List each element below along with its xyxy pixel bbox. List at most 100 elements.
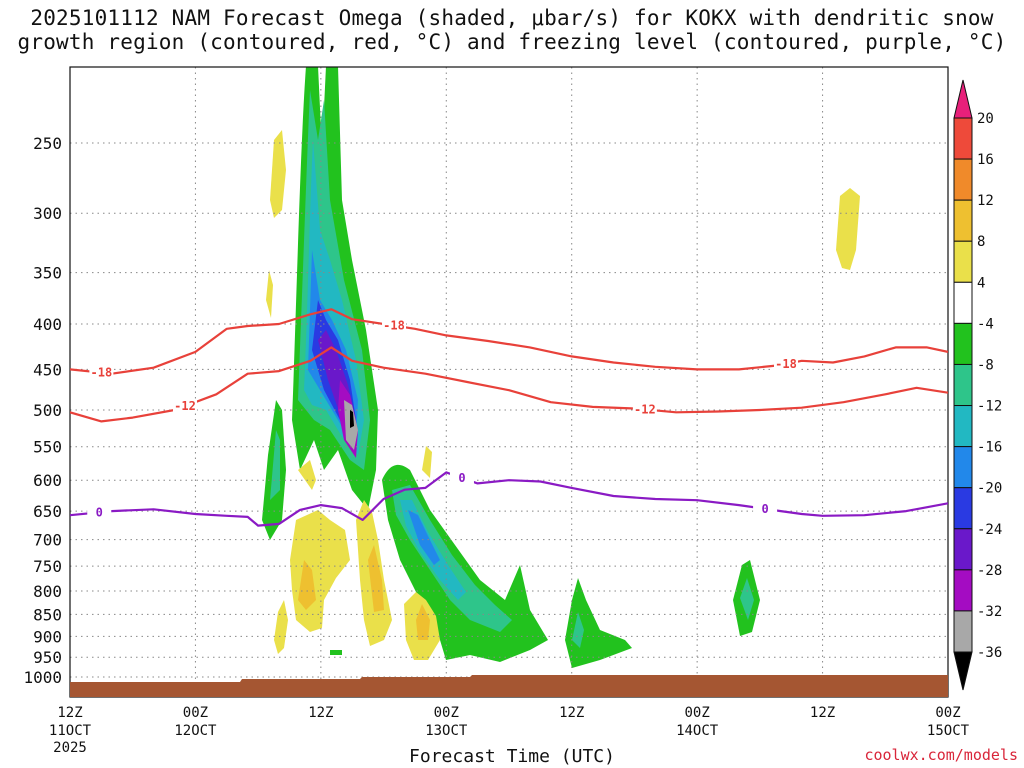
colorbar-label: 4 bbox=[977, 275, 985, 291]
contour-label-bg bbox=[87, 505, 112, 519]
x-tick-label-date: 15OCT bbox=[927, 723, 970, 739]
colorbar-label: -36 bbox=[977, 645, 1002, 661]
x-tick-label-time: 12Z bbox=[559, 705, 584, 721]
contour-label-bg bbox=[172, 399, 197, 413]
y-tick-label: 250 bbox=[33, 134, 62, 153]
y-tick-label: 800 bbox=[33, 582, 62, 601]
omega-positive-e bbox=[290, 510, 350, 632]
omega-region-cell-b-inner bbox=[740, 578, 754, 620]
colorbar-box bbox=[953, 117, 973, 160]
y-tick-label: 450 bbox=[33, 360, 62, 379]
contour-label--12: -12 bbox=[634, 402, 656, 416]
colorbar-label: -4 bbox=[977, 316, 994, 332]
omega-positive-d bbox=[298, 460, 316, 490]
y-tick-label: 650 bbox=[33, 502, 62, 521]
contour-label-bg bbox=[773, 357, 798, 371]
omega-region-cell-a-inner bbox=[572, 612, 584, 648]
colorbar-box bbox=[953, 405, 973, 448]
colorbar-box bbox=[953, 610, 973, 653]
omega-positive-f-inner bbox=[368, 545, 384, 612]
site-credit: coolwx.com/models bbox=[864, 746, 1018, 764]
contour-label-bg bbox=[382, 318, 407, 332]
y-tick-label: 300 bbox=[33, 204, 62, 223]
contour-label--18: -18 bbox=[91, 366, 113, 380]
omega-region-minus36 bbox=[350, 410, 354, 428]
colorbar-label: 8 bbox=[977, 234, 985, 250]
omega-region-cell-c bbox=[330, 650, 342, 655]
ground-terrain bbox=[70, 675, 948, 697]
x-tick-label-time: 00Z bbox=[183, 705, 208, 721]
contour-line--12 bbox=[70, 346, 948, 423]
y-tick-label: 350 bbox=[33, 264, 62, 283]
colorbar-label: -12 bbox=[977, 399, 1002, 415]
colorbar-box bbox=[953, 528, 973, 571]
y-tick-label: 1000 bbox=[23, 668, 62, 687]
colorbar-box bbox=[953, 446, 973, 489]
contour-label-bg bbox=[449, 470, 474, 484]
colorbar-box bbox=[953, 363, 973, 407]
colorbar-box bbox=[953, 322, 973, 365]
x-tick-label-time: 12Z bbox=[308, 705, 333, 721]
y-tick-label: 850 bbox=[33, 605, 62, 624]
x-tick-label-date: 13OCT bbox=[425, 723, 468, 739]
y-tick-label: 550 bbox=[33, 438, 62, 457]
y-tick-label: 900 bbox=[33, 627, 62, 646]
y-tick-label: 600 bbox=[33, 471, 62, 490]
contour-label-0: 0 bbox=[96, 505, 103, 519]
x-tick-label-time: 12Z bbox=[810, 705, 835, 721]
colorbar-label: -24 bbox=[977, 522, 1002, 538]
x-tick-label-year: 2025 bbox=[53, 740, 87, 756]
colorbar-label: -8 bbox=[977, 357, 994, 373]
contour-label-bg bbox=[632, 402, 657, 416]
omega-region-diagonal-core2 bbox=[408, 510, 440, 565]
omega-region-left-strip-inner bbox=[270, 430, 280, 500]
colorbar-label: -32 bbox=[977, 604, 1002, 620]
omega-positive-h bbox=[274, 600, 288, 654]
omega-positive-c bbox=[836, 188, 860, 270]
colorbar-bottom-arrow bbox=[953, 651, 973, 691]
y-tick-label: 950 bbox=[33, 648, 62, 667]
omega-positive-i bbox=[422, 446, 432, 478]
y-tick-label: 400 bbox=[33, 315, 62, 334]
colorbar-box bbox=[953, 487, 973, 530]
contour-label-bg bbox=[89, 365, 114, 379]
chart-title-line-2: growth region (contoured, red, °C) and f… bbox=[17, 30, 1007, 54]
x-tick-label-time: 00Z bbox=[434, 705, 459, 721]
colorbar-label: -16 bbox=[977, 440, 1002, 456]
x-tick-label-date: 11OCT bbox=[49, 723, 92, 739]
omega-positive-a bbox=[270, 130, 286, 218]
x-tick-label-date: 14OCT bbox=[676, 723, 719, 739]
colorbar-box bbox=[953, 158, 973, 201]
colorbar-label: -20 bbox=[977, 481, 1002, 497]
y-tick-label: 500 bbox=[33, 401, 62, 420]
contour-label--12: -12 bbox=[174, 399, 196, 413]
contour-label--18: -18 bbox=[775, 357, 797, 371]
colorbar-box bbox=[953, 569, 973, 612]
x-tick-label-time: 12Z bbox=[57, 705, 82, 721]
omega-positive-e-inner bbox=[298, 560, 316, 610]
omega-positive-b bbox=[266, 270, 273, 318]
x-tick-label-time: 00Z bbox=[684, 705, 709, 721]
contour-label-bg bbox=[753, 501, 778, 515]
colorbar-box bbox=[953, 199, 973, 242]
contour-line-0 bbox=[70, 471, 948, 527]
x-tick-label-time: 00Z bbox=[935, 705, 960, 721]
contour-label--18: -18 bbox=[383, 319, 405, 333]
chart-title-line-1: 2025101112 NAM Forecast Omega (shaded, μ… bbox=[30, 6, 994, 30]
contour-label-0: 0 bbox=[458, 471, 465, 485]
omega-shading bbox=[262, 67, 860, 668]
contour-line--18 bbox=[70, 308, 948, 375]
omega-region-cell-a bbox=[565, 578, 632, 668]
colorbar-label: 20 bbox=[977, 111, 994, 127]
y-tick-label: 750 bbox=[33, 557, 62, 576]
colorbar-label: 12 bbox=[977, 193, 994, 209]
x-tick-label-date: 12OCT bbox=[174, 723, 217, 739]
colorbar-label: 16 bbox=[977, 152, 994, 168]
omega-positive-g-inner bbox=[416, 604, 430, 640]
colorbar-box bbox=[953, 281, 973, 324]
contour-label-0: 0 bbox=[761, 502, 768, 516]
colorbar-box bbox=[953, 240, 973, 283]
colorbar-top-arrow bbox=[953, 79, 973, 119]
colorbar-label: -28 bbox=[977, 563, 1002, 579]
